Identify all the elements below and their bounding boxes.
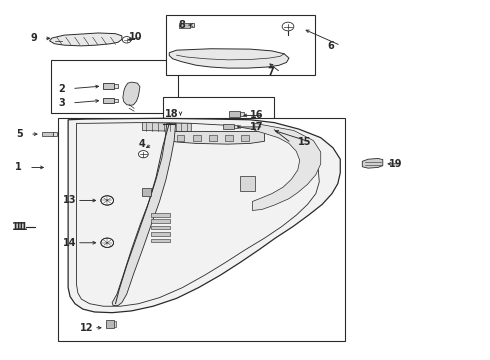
Bar: [42, 132, 53, 136]
Text: 2: 2: [58, 84, 65, 94]
Text: 13: 13: [63, 195, 77, 206]
Polygon shape: [169, 49, 289, 68]
Bar: [103, 83, 114, 89]
Text: 15: 15: [298, 138, 311, 147]
Polygon shape: [112, 123, 175, 306]
Text: 1: 1: [15, 162, 22, 172]
Text: 18: 18: [165, 109, 179, 119]
Bar: [241, 135, 249, 141]
Text: 3: 3: [58, 98, 65, 108]
Bar: [176, 135, 184, 141]
Text: 11: 11: [15, 222, 29, 231]
Bar: [223, 124, 234, 130]
Text: 5: 5: [16, 129, 23, 139]
Polygon shape: [362, 158, 383, 168]
Text: 6: 6: [327, 41, 334, 50]
Bar: [50, 60, 177, 113]
Bar: [229, 111, 240, 117]
Text: 12: 12: [80, 323, 94, 333]
Bar: [143, 188, 151, 196]
Bar: [166, 15, 315, 75]
Bar: [114, 84, 118, 88]
Polygon shape: [68, 118, 340, 313]
Bar: [151, 213, 170, 217]
Circle shape: [101, 196, 114, 205]
Text: 19: 19: [389, 159, 403, 169]
Bar: [53, 132, 57, 135]
Bar: [103, 98, 114, 103]
Bar: [114, 99, 118, 102]
Bar: [151, 239, 170, 242]
Bar: [114, 321, 117, 327]
Polygon shape: [143, 123, 191, 132]
Bar: [106, 320, 114, 328]
Circle shape: [139, 150, 148, 158]
Text: 9: 9: [30, 33, 37, 43]
Text: 10: 10: [129, 32, 142, 42]
Bar: [179, 23, 190, 28]
Polygon shape: [49, 33, 122, 46]
Text: 8: 8: [178, 20, 185, 30]
Bar: [58, 118, 345, 341]
Circle shape: [122, 37, 131, 43]
Circle shape: [101, 238, 114, 247]
Bar: [163, 97, 274, 146]
Text: 7: 7: [267, 67, 274, 77]
Polygon shape: [252, 123, 321, 211]
Text: 17: 17: [250, 122, 264, 132]
Text: 16: 16: [250, 111, 264, 121]
Bar: [234, 125, 238, 129]
Polygon shape: [123, 82, 140, 105]
Bar: [151, 226, 170, 229]
Bar: [240, 176, 255, 191]
Text: 11: 11: [11, 222, 25, 231]
Bar: [193, 135, 200, 141]
Bar: [209, 135, 217, 141]
Bar: [225, 135, 233, 141]
Polygon shape: [167, 132, 265, 144]
Text: 4: 4: [139, 139, 145, 149]
Text: 14: 14: [63, 238, 77, 248]
Circle shape: [282, 22, 294, 31]
Bar: [240, 112, 244, 116]
Bar: [190, 23, 194, 27]
Bar: [151, 232, 170, 236]
Bar: [151, 220, 170, 223]
